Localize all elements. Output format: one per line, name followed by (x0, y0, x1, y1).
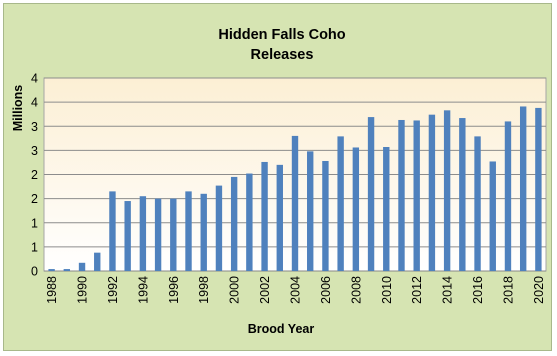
x-tick-label: 2004 (289, 276, 303, 304)
bar-2000 (230, 176, 238, 271)
chart-area: Hidden Falls Coho Releases 0 1 1 2 2 3 3 4 4 198… (3, 3, 552, 351)
bar-series (48, 106, 542, 272)
x-tick-label: 1990 (76, 276, 90, 304)
bar-2006 (322, 160, 329, 271)
x-tick-label: 2008 (349, 276, 363, 304)
bar-2008 (352, 147, 360, 271)
bar-2003 (276, 164, 283, 271)
bar-2019 (519, 106, 527, 271)
bar-1995 (154, 198, 162, 271)
y-tick-label: 4 (31, 96, 38, 110)
x-tick-label: 1992 (106, 276, 120, 304)
y-tick-label: 3 (31, 120, 38, 134)
bar-2016 (474, 136, 481, 271)
x-tick-label: 2002 (258, 276, 272, 304)
x-tick-label: 2010 (380, 276, 394, 304)
chart-title-line-1: Hidden Falls Coho (218, 27, 345, 43)
x-tick-label: 2016 (471, 276, 485, 304)
bar-2005 (307, 151, 314, 271)
y-tick-label: 1 (31, 216, 38, 230)
x-tick-label: 2018 (501, 276, 515, 304)
x-tick-label: 2020 (532, 276, 546, 304)
chart-svg: Hidden Falls Coho Releases 0 1 1 2 2 3 3 4 4 198… (11, 27, 547, 336)
bar-2010 (383, 146, 390, 271)
bar-1993 (124, 201, 131, 271)
bar-2020 (535, 107, 542, 271)
x-axis-ticks: 1988 1990 1992 1994 1996 1998 2000 2002 2004 2006… (45, 276, 546, 304)
bar-1994 (139, 196, 147, 271)
bar-1998 (200, 193, 207, 271)
x-tick-label: 1994 (136, 276, 150, 304)
x-tick-label: 2014 (441, 276, 455, 304)
bar-2012 (413, 120, 420, 272)
bar-1996 (170, 198, 177, 271)
y-tick-label: 2 (31, 168, 38, 182)
x-tick-label: 1988 (45, 276, 59, 304)
y-tick-label: 2 (31, 192, 38, 206)
y-axis-ticks: 0 1 1 2 2 3 3 4 4 (31, 72, 38, 279)
bar-2013 (428, 114, 436, 271)
bar-2018 (504, 121, 512, 271)
bar-2015 (459, 118, 466, 271)
y-axis-title: Millions (11, 85, 25, 132)
x-tick-label: 1998 (197, 276, 211, 304)
bar-2007 (337, 136, 344, 271)
bar-2009 (367, 117, 375, 272)
y-tick-label: 1 (31, 240, 38, 254)
y-tick-label: 3 (31, 144, 38, 158)
bar-2002 (261, 161, 268, 271)
bar-2017 (489, 161, 496, 271)
bar-1997 (185, 191, 192, 271)
bar-1990 (78, 262, 86, 271)
bar-2004 (291, 135, 299, 271)
y-tick-label: 4 (31, 72, 38, 86)
x-tick-label: 2006 (319, 276, 333, 304)
bar-1991 (94, 252, 101, 271)
bar-2011 (398, 119, 405, 271)
bar-1999 (215, 185, 223, 271)
x-axis-title: Brood Year (248, 322, 315, 336)
bar-1988 (48, 269, 55, 271)
y-tick-label: 0 (31, 265, 38, 279)
bar-1992 (109, 191, 116, 271)
bar-1989 (63, 269, 71, 271)
bar-2001 (246, 173, 253, 271)
bar-2014 (443, 110, 451, 271)
x-tick-label: 2012 (410, 276, 424, 304)
chart-title-line-2: Releases (251, 47, 314, 63)
x-tick-label: 2000 (228, 276, 242, 304)
x-tick-label: 1996 (167, 276, 181, 304)
